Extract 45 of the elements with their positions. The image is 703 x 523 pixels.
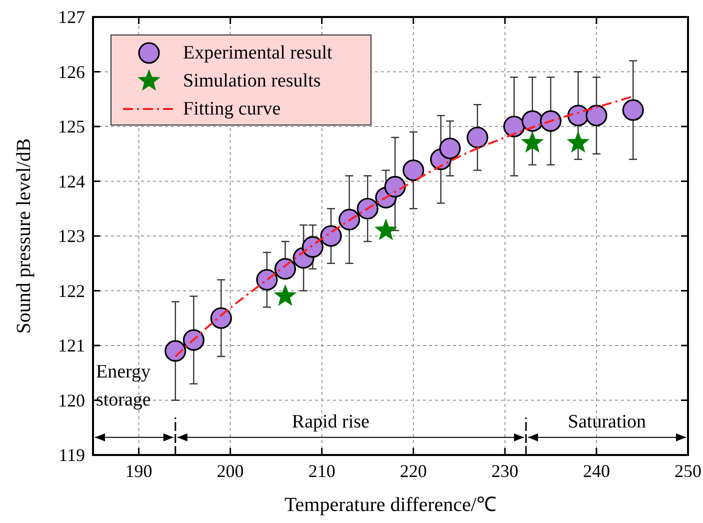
point <box>520 130 544 153</box>
point <box>384 176 406 198</box>
point <box>503 116 525 138</box>
y-tick-label: 122 <box>58 280 85 301</box>
x-tick-label: 200 <box>216 461 244 481</box>
y-tick-label: 121 <box>58 336 85 356</box>
point <box>540 110 562 132</box>
y-tick-label: 124 <box>58 171 85 192</box>
y-tick-label: 125 <box>58 116 85 136</box>
x-axis-title: Temperature difference/℃ <box>284 494 497 516</box>
legend-label: Simulation results <box>183 70 321 92</box>
x-tick-label: 230 <box>491 461 518 481</box>
y-axis-title: Sound pressure level/dB <box>13 138 35 334</box>
point <box>586 104 608 126</box>
x-tick-label: 220 <box>400 461 427 481</box>
point <box>439 138 461 160</box>
point <box>274 258 296 280</box>
point <box>622 99 644 121</box>
point <box>302 236 324 258</box>
point <box>356 198 378 220</box>
point <box>402 160 424 182</box>
annotation: Saturation <box>568 411 647 432</box>
point <box>210 307 232 329</box>
point <box>374 218 398 240</box>
point <box>320 225 342 247</box>
point <box>466 126 488 148</box>
point <box>338 208 360 230</box>
x-tick-label: 240 <box>582 461 610 481</box>
point <box>566 130 590 153</box>
x-tick-label: 250 <box>674 461 702 481</box>
point <box>182 329 204 351</box>
y-tick-label: 123 <box>58 226 85 246</box>
y-tick-label: 127 <box>58 7 85 27</box>
annotation: Energy storage <box>96 361 152 410</box>
point <box>256 269 278 291</box>
point <box>164 340 186 362</box>
y-tick-label: 120 <box>58 390 85 410</box>
y-tick-label: 119 <box>58 445 85 465</box>
legend-label: Fitting curve <box>183 98 281 120</box>
legend-label: Experimental result <box>183 42 334 64</box>
x-tick-label: 210 <box>308 461 336 481</box>
y-tick-label: 126 <box>58 62 85 82</box>
point <box>274 284 297 306</box>
x-tick-label: 190 <box>125 461 152 481</box>
annotation: Rapid rise <box>292 411 370 432</box>
